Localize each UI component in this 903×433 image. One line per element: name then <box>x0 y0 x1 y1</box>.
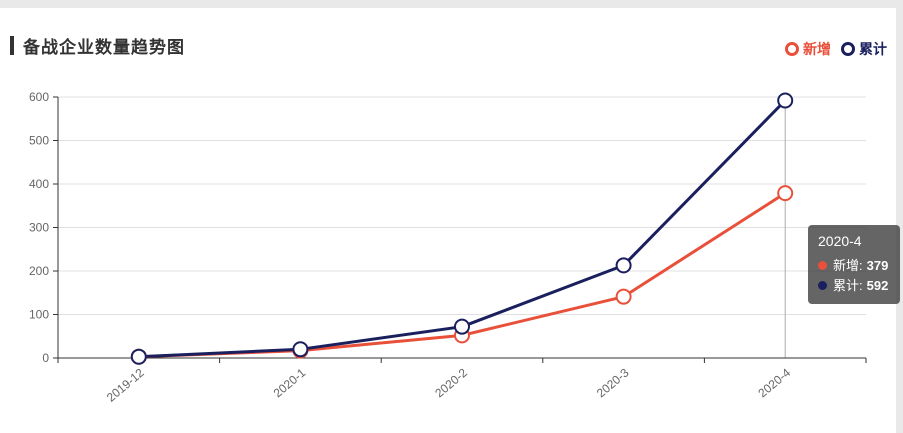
chart-card <box>0 8 896 433</box>
series-line-total <box>137 98 787 359</box>
y-axis-label: 0 <box>42 351 49 365</box>
y-axis-label: 400 <box>29 177 49 191</box>
y-axis-label: 600 <box>29 90 49 104</box>
x-axis-label: 2019-12 <box>104 365 147 404</box>
legend-item-total[interactable]: 累计 <box>841 39 887 59</box>
chart-legend: 新增 累计 <box>779 39 887 59</box>
legend-item-new[interactable]: 新增 <box>785 39 831 59</box>
data-point-total[interactable] <box>130 348 147 365</box>
y-axis-label: 100 <box>29 308 49 322</box>
card-header: 备战企业数量趋势图 <box>10 33 185 58</box>
legend-ring-icon <box>841 42 855 56</box>
legend-ring-icon <box>785 42 799 56</box>
data-point-total[interactable] <box>454 318 470 335</box>
title-accent-bar <box>10 36 14 55</box>
legend-label: 累计 <box>859 41 887 57</box>
legend-label: 新增 <box>803 41 831 57</box>
x-axis-label: 2020-4 <box>755 365 793 400</box>
page-title: 备战企业数量趋势图 <box>23 38 185 57</box>
data-point-new[interactable] <box>777 185 794 202</box>
data-point-total[interactable] <box>615 257 632 274</box>
data-point-total[interactable] <box>777 92 794 109</box>
x-axis-label: 2020-3 <box>594 365 632 400</box>
y-axis-label: 200 <box>29 264 49 278</box>
x-axis-label: 2020-2 <box>432 365 470 400</box>
x-axis-label: 2020-1 <box>271 365 309 400</box>
y-axis-label: 300 <box>29 221 49 235</box>
y-axis-label: 500 <box>29 134 49 148</box>
data-point-new[interactable] <box>615 288 632 305</box>
data-point-total[interactable] <box>292 341 309 358</box>
